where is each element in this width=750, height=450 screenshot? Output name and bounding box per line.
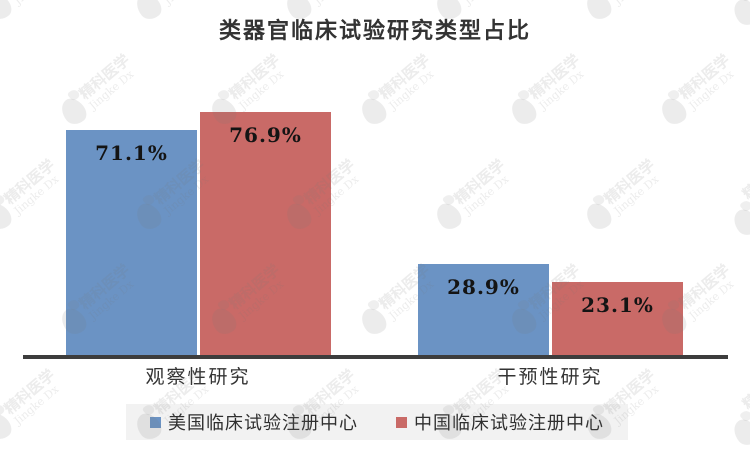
x-axis-line	[23, 355, 728, 359]
plot-area: 71.1% 28.9% 76.9% 23.1%	[66, 112, 683, 355]
category-label-observational: 观察性研究	[145, 366, 251, 388]
legend-label-cn: 中国临床试验注册中心	[414, 413, 604, 434]
bar-cn-observational: 76.9%	[200, 112, 331, 355]
watermark-text-cn: 精科医学	[739, 380, 750, 425]
bar-cn-interventional: 23.1%	[552, 282, 683, 355]
legend-item-cn-registry: 中国临床试验注册中心	[396, 409, 604, 435]
bar-value-label: 76.9%	[229, 123, 302, 147]
bar-value-label: 71.1%	[95, 141, 168, 165]
bar-value-label: 28.9%	[447, 275, 520, 299]
legend-item-us-registry: 美国临床试验注册中心	[150, 409, 358, 435]
bar-us-interventional: 28.9%	[418, 264, 549, 355]
legend-swatch-us	[150, 416, 161, 428]
bar-value-label: 23.1%	[581, 293, 654, 317]
category-label-interventional: 干预性研究	[497, 366, 603, 388]
chart-title: 类器官临床试验研究类型占比	[218, 18, 531, 44]
watermark-text-en: Jingke Dx	[11, 382, 62, 428]
legend: 美国临床试验注册中心 中国临床试验注册中心	[126, 404, 628, 440]
watermark-logo-icon	[0, 409, 16, 444]
legend-swatch-cn	[396, 416, 407, 428]
bar-us-observational: 71.1%	[66, 130, 197, 355]
watermark-text-cn: 精科医学	[0, 365, 59, 419]
legend-label-us: 美国临床试验注册中心	[168, 413, 358, 434]
watermark-logo-icon	[728, 414, 750, 450]
